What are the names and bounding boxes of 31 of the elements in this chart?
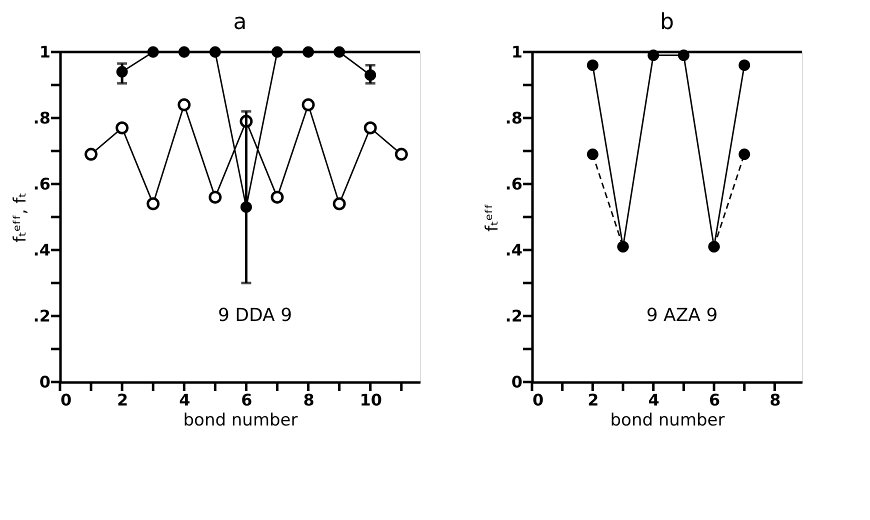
y-axis-title: fₜᵉᶠᶠ <box>482 203 502 232</box>
x-tick-label: 4 <box>648 390 660 410</box>
x-tick-label: 6 <box>241 390 252 410</box>
y-axis-title: fₜᵉᶠᶠ, fₜ <box>10 192 30 242</box>
y-tick-label: .6 <box>33 174 50 194</box>
y-tick-label: 1 <box>39 42 50 62</box>
x-axis-title: bond number <box>610 410 725 430</box>
y-tick-label: .2 <box>33 306 50 326</box>
y-tick-label: .2 <box>505 306 522 326</box>
chart-title: b <box>660 10 674 35</box>
annotation: 9 AZA 9 <box>646 305 718 326</box>
y-tick-label: 0 <box>511 372 522 392</box>
y-tick-label: .4 <box>33 240 50 260</box>
y-tick-label: .8 <box>505 108 522 128</box>
annotation: 9 DDA 9 <box>218 305 292 326</box>
x-tick-label: 2 <box>117 390 128 410</box>
y-tick-label: 1 <box>511 42 522 62</box>
x-tick-label: 0 <box>60 390 72 410</box>
x-tick-label: 6 <box>708 390 720 410</box>
y-tick-label: 0 <box>39 372 50 392</box>
x-tick-label: 8 <box>303 390 314 410</box>
y-tick-label: .4 <box>505 240 522 260</box>
x-tick-label: 10 <box>360 390 382 410</box>
x-tick-label: 2 <box>588 390 599 410</box>
x-tick-label: 8 <box>770 390 781 410</box>
y-tick-label: .8 <box>33 108 50 128</box>
x-axis-title: bond number <box>183 410 298 430</box>
x-tick-label: 0 <box>532 390 544 410</box>
chart-title: a <box>233 10 247 35</box>
y-tick-label: .6 <box>505 174 522 194</box>
x-tick-label: 4 <box>179 390 190 410</box>
